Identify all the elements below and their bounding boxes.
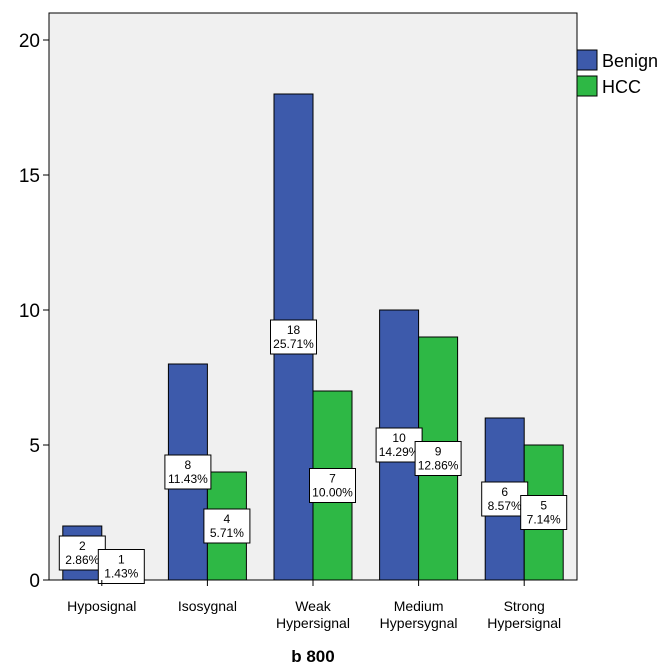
data-label-text: 10 — [392, 431, 406, 445]
data-label-box — [203, 508, 251, 544]
data-label-text: 5.71% — [210, 526, 244, 540]
legend-swatch-benign — [576, 49, 598, 71]
data-label-box — [309, 468, 356, 503]
data-label-text: 2 — [79, 539, 86, 553]
data-label-text: 8.57% — [488, 499, 522, 513]
x-tick-label: Hypersignal — [487, 615, 561, 631]
data-labels: 22.86% 11.43%811.43%45.71%1825.71%710.00%… — [58, 319, 568, 584]
data-label-text: 2.86% — [65, 553, 99, 567]
data-label-text: 14.29% — [379, 445, 420, 459]
data-label-text: 8 — [185, 458, 192, 472]
x-tick-label: Isosygnal — [178, 598, 237, 614]
data-label-text: 6 — [501, 485, 508, 499]
y-tick-label: 10 — [19, 301, 40, 322]
x-tick-label: Hyposignal — [67, 598, 136, 614]
y-tick-label: 0 — [29, 571, 40, 592]
data-label-text: 7 — [329, 472, 336, 486]
data-label-text: 1 — [118, 553, 125, 567]
y-tick-label: 20 — [19, 31, 40, 52]
data-label: 45.71% — [203, 508, 251, 544]
data-label: 57.14% — [520, 495, 568, 530]
data-label-box — [414, 441, 462, 476]
data-label-text: 10.00% — [312, 486, 353, 500]
data-label-text: 9 — [435, 445, 442, 459]
data-label-text: 4 — [224, 512, 231, 526]
data-label: 912.86% — [414, 441, 462, 476]
data-label-box — [520, 495, 568, 530]
data-label: 811.43% — [164, 454, 212, 490]
x-axis: Hyposignal Isosygnal WeakHypersignalMedium… — [67, 580, 561, 631]
x-tick-label: Medium — [394, 598, 444, 614]
data-label: 68.57% — [481, 481, 529, 517]
legend-swatch-hcc — [576, 75, 598, 97]
data-label-box — [97, 549, 145, 584]
data-label-text: 12.86% — [418, 459, 459, 473]
x-tick-label: Strong — [504, 598, 545, 614]
y-tick-label: 5 — [29, 436, 40, 457]
legend-label: HCC — [602, 77, 641, 97]
data-label-text: 1.43% — [104, 567, 138, 581]
data-label-text: 18 — [287, 323, 301, 337]
x-tick-label: Weak — [295, 598, 332, 614]
y-axis: 0 5 10 15 20 — [19, 31, 49, 592]
x-axis-title: b 800 — [291, 647, 334, 666]
data-label-box — [164, 454, 212, 490]
data-label-text: 25.71% — [273, 337, 314, 351]
data-label: 710.00% — [309, 468, 356, 503]
x-tick-label: Hypersygnal — [380, 615, 458, 631]
legend: Benign HCC — [576, 49, 658, 97]
data-label-text: 5 — [540, 499, 547, 513]
legend-label: Benign — [602, 51, 658, 71]
x-tick-label: Hypersignal — [276, 615, 350, 631]
data-label: 11.43% — [97, 549, 145, 584]
data-label-text: 11.43% — [168, 472, 208, 486]
data-label-text: 7.14% — [527, 513, 561, 527]
data-label-box — [270, 319, 317, 355]
y-tick-label: 15 — [19, 166, 40, 187]
